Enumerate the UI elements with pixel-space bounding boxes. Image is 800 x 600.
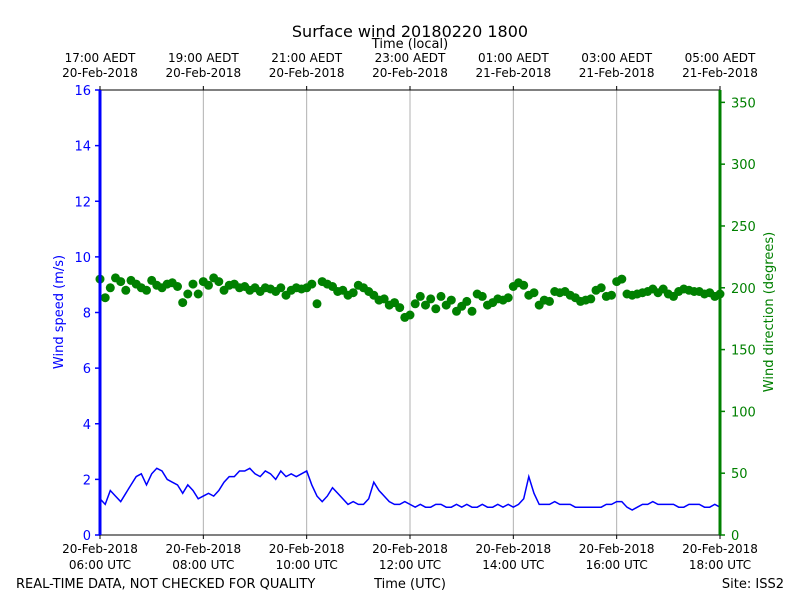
left-axis-ticks: 0 2 4 6 8 10 12 14 16 <box>74 84 100 544</box>
wind-direction-point <box>348 288 358 298</box>
bottom-tick-time: 16:00 UTC <box>586 558 648 572</box>
top-tick-time: 21:00 AEDT <box>271 51 342 65</box>
bottom-tick-date: 20-Feb-2018 <box>269 542 345 556</box>
wind-direction-point <box>519 280 529 290</box>
wind-direction-point <box>100 293 110 303</box>
top-tick-time: 19:00 AEDT <box>168 51 239 65</box>
bottom-axis-ticks: 20-Feb-2018 06:00 UTC 20-Feb-2018 08:00 UTC… <box>62 535 758 572</box>
left-tick-label: 4 <box>83 418 91 433</box>
top-tick-time: 23:00 AEDT <box>375 51 446 65</box>
wind-direction-point <box>142 285 151 295</box>
right-tick-label: 150 <box>731 344 756 359</box>
wind-direction-point <box>214 277 224 287</box>
wind-direction-point <box>395 303 405 313</box>
bottom-axis-label: Time (UTC) <box>373 577 446 592</box>
bottom-tick-time: 06:00 UTC <box>69 558 131 572</box>
wind-direction-point <box>426 294 436 304</box>
wind-direction-point <box>276 283 286 293</box>
right-tick-label: 350 <box>731 96 756 111</box>
top-tick-time: 03:00 AEDT <box>581 51 652 65</box>
top-axis-label: Time (local) <box>371 37 448 52</box>
right-tick-label: 100 <box>731 405 756 420</box>
wind-direction-point <box>312 299 322 309</box>
wind-direction-point <box>421 300 430 310</box>
left-axis-label: Wind speed (m/s) <box>52 255 67 369</box>
top-tick-date: 20-Feb-2018 <box>165 66 241 80</box>
right-tick-label: 50 <box>731 467 748 482</box>
wind-direction-point <box>415 291 425 301</box>
bottom-tick-date: 20-Feb-2018 <box>62 542 138 556</box>
quality-note: REAL-TIME DATA, NOT CHECKED FOR QUALITY <box>16 577 315 592</box>
right-axis-ticks: 0 50 100 150 200 250 300 350 <box>720 96 756 544</box>
wind-direction-point <box>596 283 606 293</box>
wind-direction-point <box>183 289 193 299</box>
left-tick-label: 12 <box>74 195 91 210</box>
wind-direction-point <box>503 293 513 303</box>
wind-direction-point <box>477 291 487 301</box>
top-tick-time: 17:00 AEDT <box>65 51 136 65</box>
bottom-tick-time: 18:00 UTC <box>689 558 751 572</box>
wind-direction-point <box>410 299 420 309</box>
left-tick-label: 14 <box>74 140 91 155</box>
left-tick-label: 16 <box>74 84 91 99</box>
wind-direction-point <box>173 282 182 291</box>
top-tick-time: 05:00 AEDT <box>685 51 756 65</box>
wind-direction-point <box>436 291 446 301</box>
bottom-tick-date: 20-Feb-2018 <box>682 542 758 556</box>
wind-direction-point <box>607 290 616 300</box>
left-tick-label: 0 <box>83 529 91 544</box>
bottom-tick-time: 08:00 UTC <box>172 558 234 572</box>
top-tick-date: 20-Feb-2018 <box>372 66 448 80</box>
wind-direction-point <box>121 285 131 295</box>
bottom-tick-time: 12:00 UTC <box>379 558 441 572</box>
left-tick-label: 2 <box>83 473 91 488</box>
wind-direction-series <box>95 273 725 322</box>
right-tick-label: 300 <box>731 158 756 173</box>
wind-direction-point <box>116 277 126 287</box>
left-tick-label: 8 <box>83 307 91 322</box>
top-tick-date: 21-Feb-2018 <box>579 66 655 80</box>
wind-direction-point <box>405 310 415 320</box>
wind-direction-point <box>617 274 627 284</box>
left-tick-label: 6 <box>83 362 91 377</box>
right-axis-label: Wind direction (degrees) <box>762 232 777 392</box>
bottom-tick-date: 20-Feb-2018 <box>579 542 655 556</box>
top-tick-date: 21-Feb-2018 <box>682 66 758 80</box>
right-tick-label: 0 <box>731 529 739 544</box>
right-tick-label: 250 <box>731 220 756 235</box>
wind-direction-point <box>586 294 596 304</box>
wind-direction-point <box>467 306 477 316</box>
bottom-tick-date: 20-Feb-2018 <box>165 542 241 556</box>
wind-direction-point <box>446 295 456 305</box>
top-tick-date: 20-Feb-2018 <box>269 66 345 80</box>
bottom-tick-time: 10:00 UTC <box>276 558 338 572</box>
site-label: Site: ISS2 <box>722 577 784 592</box>
bottom-tick-date: 20-Feb-2018 <box>475 542 551 556</box>
wind-direction-point <box>178 298 188 308</box>
wind-direction-point <box>529 288 539 298</box>
wind-direction-point <box>193 289 203 299</box>
wind-direction-point <box>105 283 115 293</box>
wind-direction-point <box>379 294 389 304</box>
wind-direction-point <box>204 280 213 290</box>
wind-direction-point <box>545 296 554 306</box>
wind-direction-point <box>431 304 441 314</box>
wind-speed-line <box>99 467 721 511</box>
top-tick-date: 20-Feb-2018 <box>62 66 138 80</box>
wind-direction-point <box>307 279 317 289</box>
top-tick-time: 01:00 AEDT <box>478 51 549 65</box>
left-tick-label: 10 <box>74 251 91 266</box>
bottom-tick-date: 20-Feb-2018 <box>372 542 448 556</box>
wind-direction-point <box>188 279 198 289</box>
chart-title: Surface wind 20180220 1800 <box>292 22 528 41</box>
right-tick-label: 200 <box>731 282 756 297</box>
top-tick-date: 21-Feb-2018 <box>475 66 551 80</box>
bottom-tick-time: 14:00 UTC <box>482 558 544 572</box>
wind-direction-point <box>462 296 472 306</box>
